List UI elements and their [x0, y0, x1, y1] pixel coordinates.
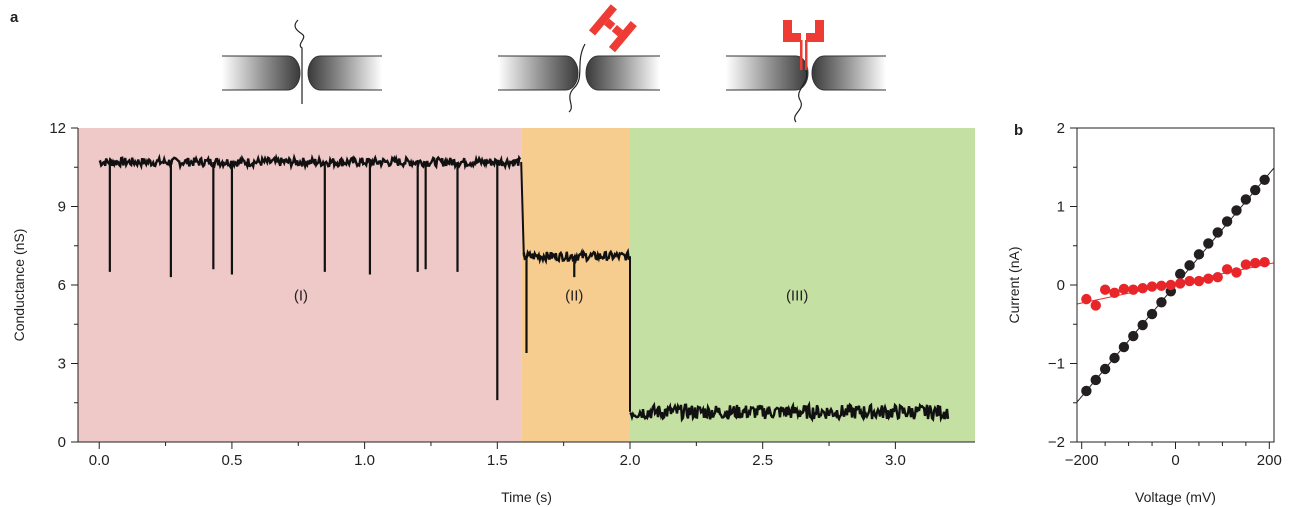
- y-axis-label: Conductance (nS): [11, 229, 27, 342]
- y-tick-label: 6: [58, 277, 66, 294]
- nanopore-with-inserted-red-molecule-icon: [726, 20, 886, 123]
- data-point: [1184, 260, 1195, 271]
- data-point: [1109, 287, 1120, 299]
- data-point: [1137, 282, 1148, 294]
- x-tick-label: 1.0: [354, 452, 375, 469]
- x-tick-label: 2.0: [620, 452, 641, 469]
- conductance-chart: (I) (II) (III) 0.0 0.5 1.0 1.5 2.0 2.5 3.0 0 3 6 9 12 T…: [11, 120, 975, 505]
- data-point: [1146, 308, 1158, 320]
- y-axis-label: Current (nA): [1006, 246, 1022, 323]
- x-axis-label: Voltage (mV): [1135, 489, 1216, 505]
- region-label: (III): [786, 288, 809, 305]
- data-point: [1240, 259, 1252, 270]
- data-point: [1118, 283, 1130, 295]
- data-point: [1156, 280, 1167, 291]
- data-point: [1212, 271, 1223, 283]
- y-tick-label: 12: [49, 120, 66, 137]
- y-tick-label: 1: [1057, 199, 1065, 216]
- pore-with-dna-strand-icon: [222, 19, 382, 104]
- y-tick-label: −1: [1048, 356, 1065, 373]
- data-point: [1090, 300, 1101, 311]
- region-background: [521, 128, 630, 442]
- data-point: [1137, 319, 1148, 331]
- data-point: [1081, 293, 1092, 305]
- data-point: [1174, 278, 1186, 289]
- data-point: [1090, 374, 1101, 386]
- data-point: [1221, 216, 1233, 227]
- data-point: [1250, 184, 1261, 196]
- y-tick-label: 3: [58, 356, 66, 373]
- panel-letter-b: b: [1014, 122, 1023, 139]
- data-point: [1231, 267, 1242, 278]
- data-point: [1081, 385, 1092, 397]
- y-tick-label: −2: [1048, 434, 1065, 451]
- y-tick-label: 9: [58, 199, 66, 216]
- data-point: [1184, 275, 1195, 287]
- region-label: (I): [294, 288, 308, 305]
- data-point: [1099, 363, 1111, 375]
- data-point: [1099, 284, 1111, 295]
- data-point: [1231, 205, 1242, 216]
- y-tick-label: 0: [1057, 277, 1065, 294]
- x-tick-label: 2.5: [752, 452, 773, 469]
- region-background: [630, 128, 975, 442]
- region-background: [78, 128, 522, 442]
- y-tick-label: 0: [58, 434, 66, 451]
- y-tick-label: 2: [1057, 120, 1065, 137]
- panel-letter-a: a: [10, 9, 19, 26]
- nanopore-with-red-molecule-icon: [498, 4, 660, 113]
- data-point: [1193, 275, 1205, 287]
- data-point: [1109, 352, 1120, 364]
- data-point: [1128, 330, 1139, 342]
- data-point: [1212, 227, 1223, 238]
- data-point: [1156, 297, 1167, 308]
- data-point: [1165, 279, 1177, 291]
- data-point: [1221, 264, 1233, 275]
- data-point: [1128, 284, 1139, 295]
- x-tick-label: 3.0: [885, 452, 906, 469]
- x-tick-label: 0.0: [89, 452, 110, 469]
- data-point: [1193, 249, 1205, 260]
- data-point: [1259, 174, 1270, 186]
- data-point: [1203, 273, 1214, 284]
- x-tick-label: 1.5: [487, 452, 508, 469]
- data-point: [1250, 257, 1261, 269]
- x-tick-label: 0: [1171, 452, 1179, 469]
- x-tick-label: 200: [1257, 452, 1282, 469]
- data-point: [1146, 281, 1158, 292]
- data-point: [1174, 268, 1186, 280]
- data-point: [1259, 257, 1270, 268]
- x-tick-label: 0.5: [221, 452, 242, 469]
- data-point: [1203, 238, 1214, 249]
- level-transition: [520, 161, 525, 257]
- conductance-trace: [98, 153, 950, 423]
- data-point: [1118, 341, 1130, 353]
- x-axis-label: Time (s): [501, 489, 552, 505]
- region-label: (II): [565, 288, 583, 305]
- x-tick-label: −200: [1065, 452, 1099, 469]
- iv-chart: −200 0 200 −2 −1 0 1 2 Voltage (mV) Current (nA): [1006, 120, 1282, 505]
- data-point: [1240, 194, 1252, 205]
